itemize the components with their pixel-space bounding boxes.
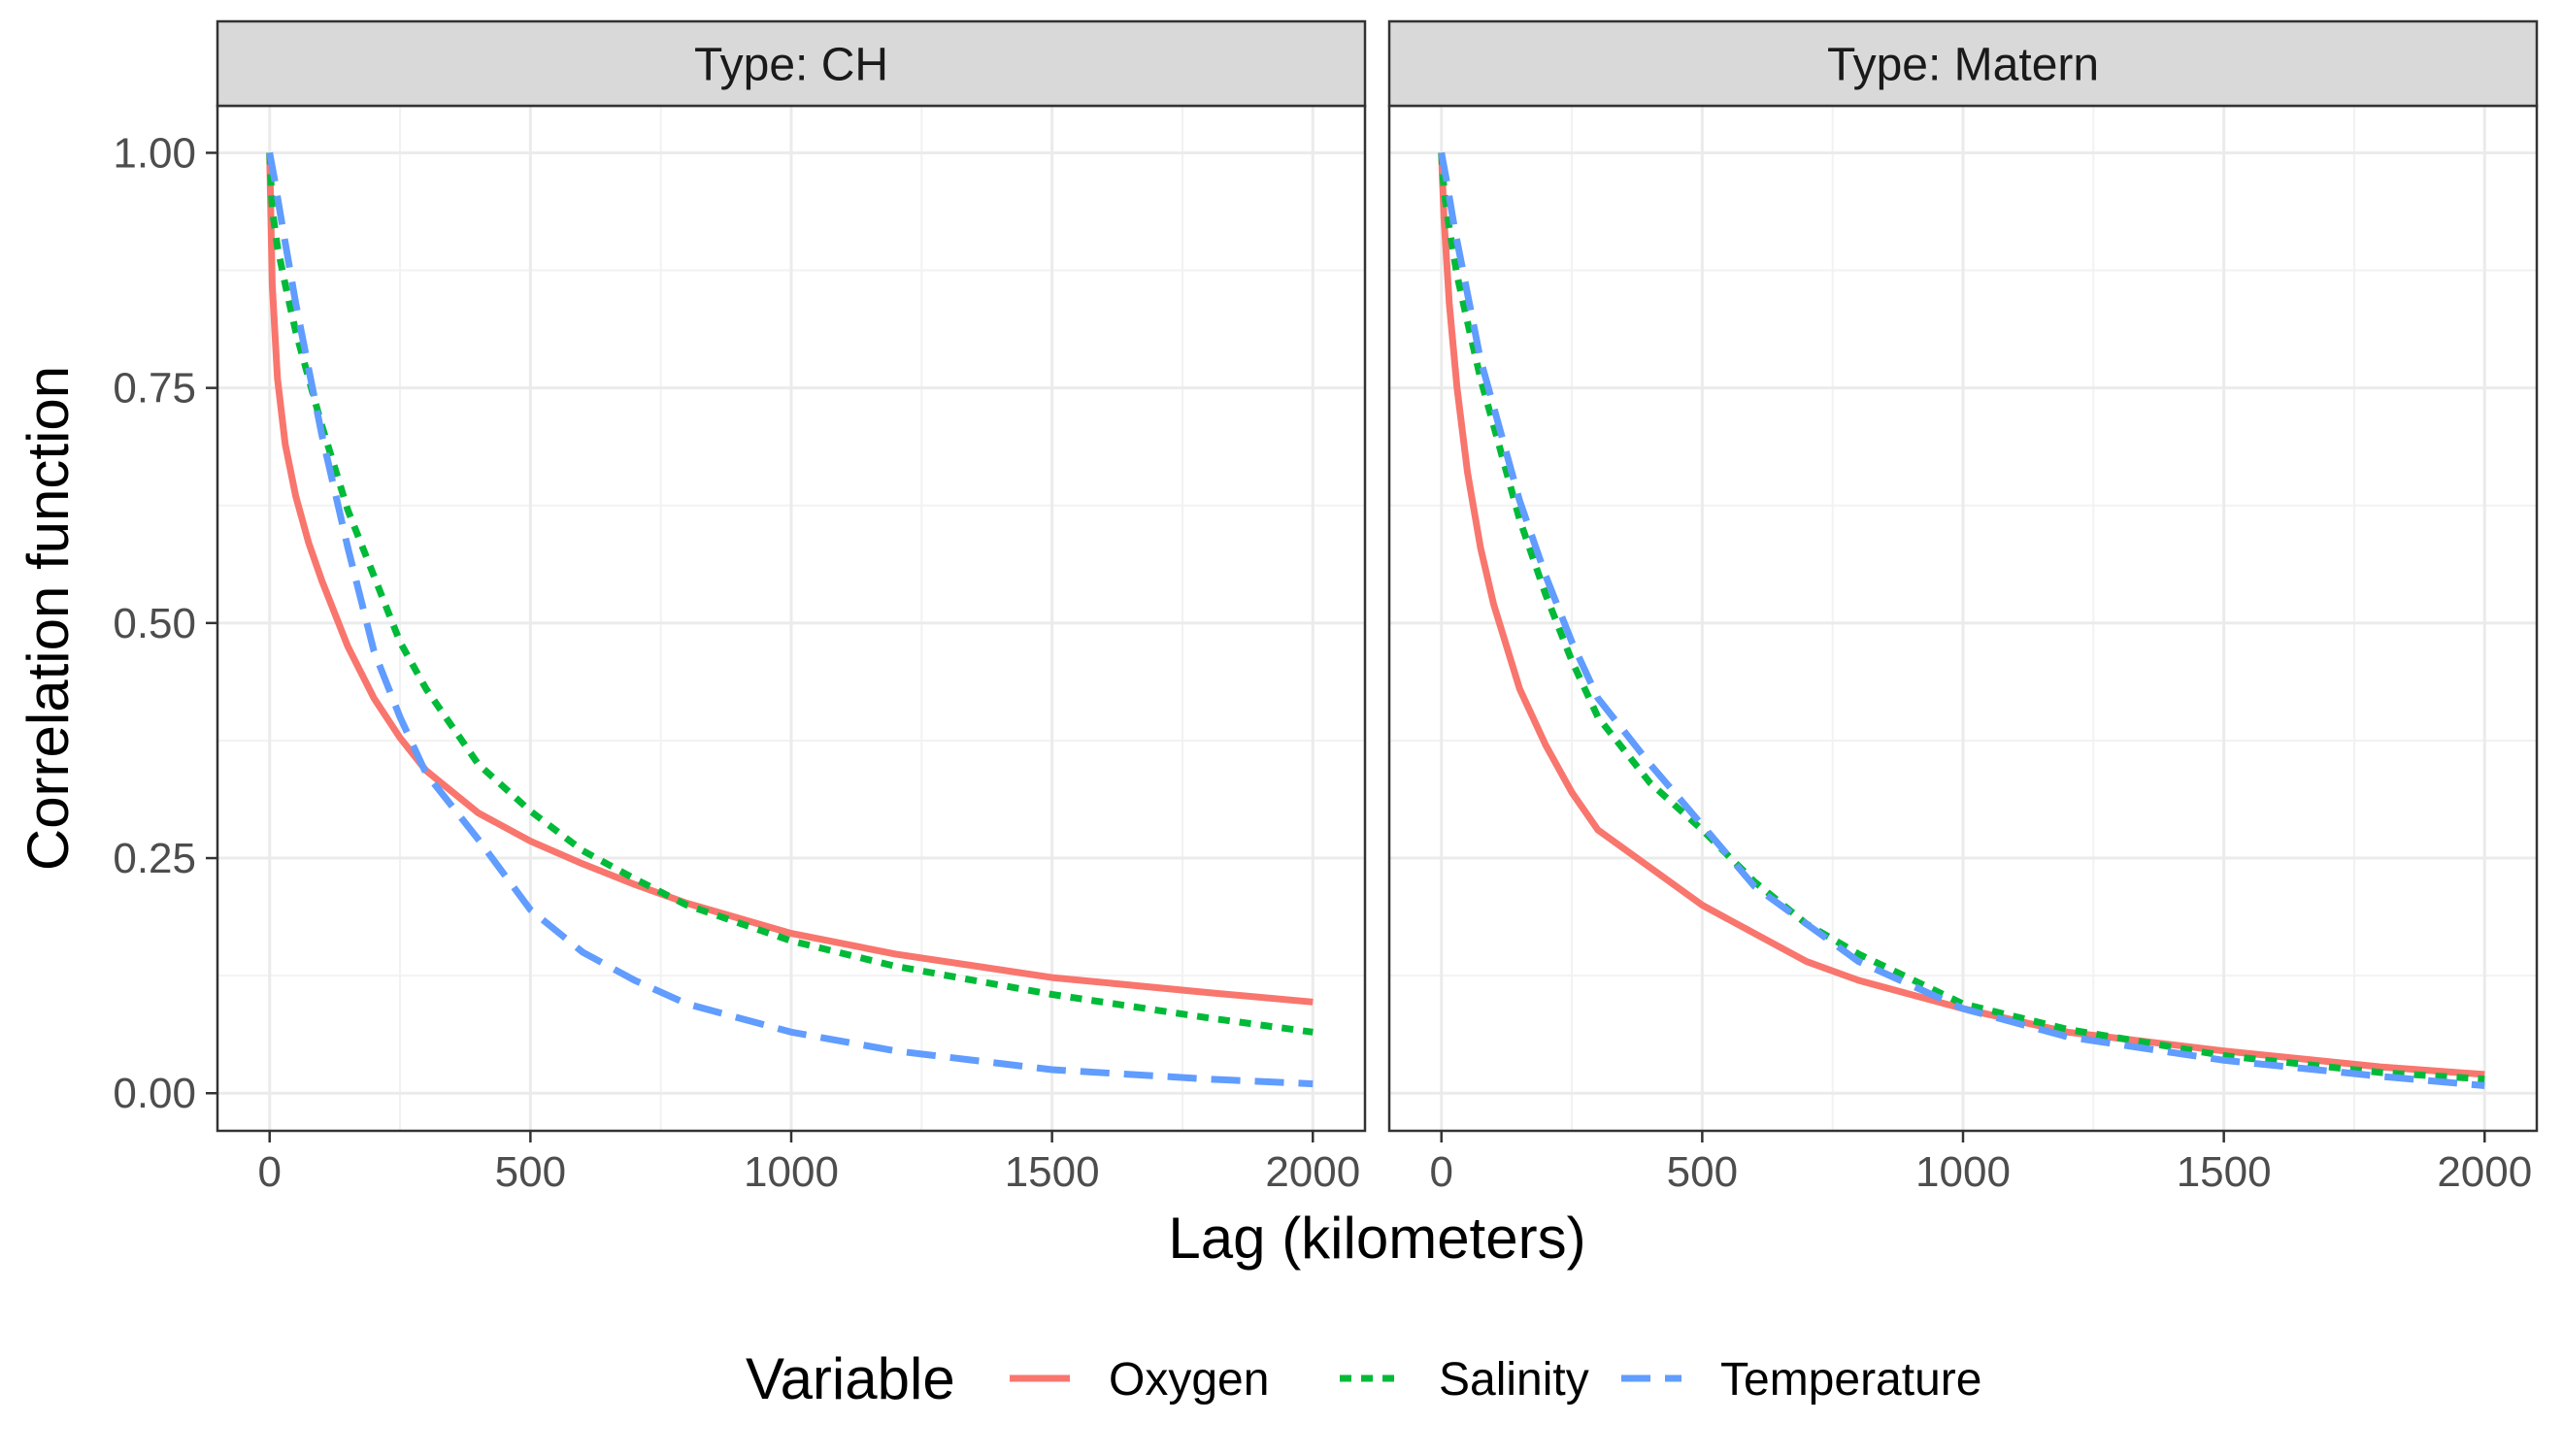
- series-line-salinity: [1438, 152, 2485, 1083]
- y-tick-label: 0.00: [113, 1070, 196, 1117]
- y-tick-label: 0.25: [113, 835, 196, 882]
- x-tick-label: 2000: [2437, 1148, 2532, 1196]
- x-axis-title: Lag (kilometers): [1168, 1206, 1585, 1271]
- x-tick-label: 500: [495, 1148, 566, 1196]
- y-tick-label: 0.50: [113, 600, 196, 647]
- x-tick-label: 1000: [1915, 1148, 2011, 1196]
- facet-strip: [216, 19, 1367, 108]
- x-tick-label: 500: [1667, 1148, 1738, 1196]
- y-tick-label: 0.75: [113, 365, 196, 413]
- facet-strip: [1387, 19, 2539, 108]
- legend-label-temperature: Temperature: [1720, 1354, 1981, 1406]
- x-tick-label: 1000: [744, 1148, 839, 1196]
- y-axis-title: Correlation function: [16, 366, 81, 871]
- series-line-oxygen: [1438, 152, 2485, 1078]
- series-line-salinity: [266, 152, 1314, 1036]
- facet-strip-title: Type: Matern: [1827, 40, 2099, 91]
- series-line-temperature: [266, 151, 1314, 1088]
- y-tick-label: 1.00: [113, 129, 196, 177]
- x-tick-label: 0: [257, 1148, 281, 1196]
- x-tick-label: 1500: [1005, 1148, 1100, 1196]
- facet-strip-title: Type: CH: [694, 40, 888, 91]
- x-tick-label: 1500: [2177, 1148, 2272, 1196]
- series-line-temperature: [1438, 151, 2485, 1089]
- legend-title: Variable: [746, 1346, 955, 1411]
- legend-label-oxygen: Oxygen: [1109, 1354, 1269, 1406]
- x-tick-label: 2000: [1265, 1148, 1360, 1196]
- x-tick-label: 0: [1429, 1148, 1452, 1196]
- legend-label-salinity: Salinity: [1439, 1354, 1589, 1406]
